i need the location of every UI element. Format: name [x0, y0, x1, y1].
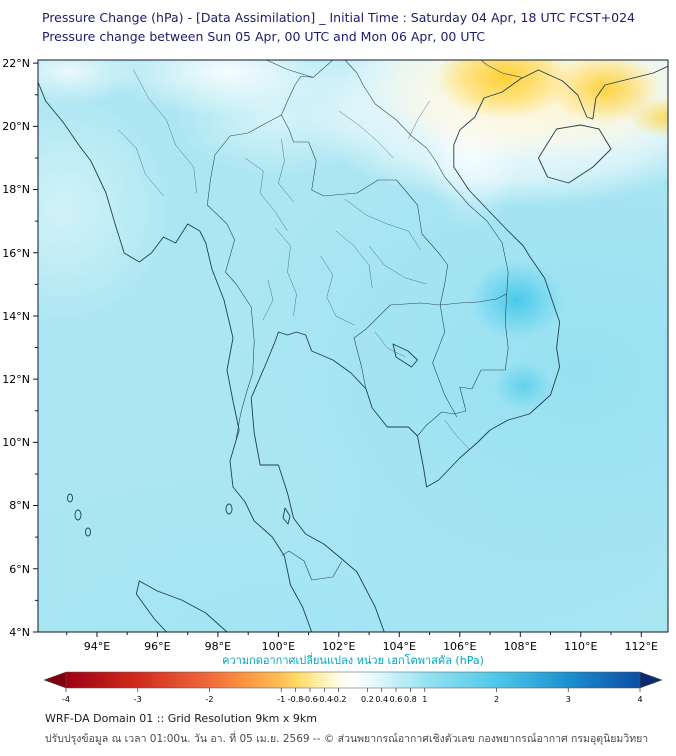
province-borders [117, 69, 470, 450]
colorbar-ticks [65, 688, 641, 692]
y-axis-ticks [33, 62, 38, 633]
map-frame [37, 59, 669, 633]
y-label: 16°N [2, 247, 30, 260]
islands [67, 493, 233, 537]
cb-label: -4 [62, 695, 70, 704]
cb-label: 2 [494, 695, 499, 704]
x-label: 110°E [564, 640, 597, 653]
tonle-sap-lake [392, 343, 418, 368]
pressure-change-color-field [38, 60, 668, 632]
y-label: 18°N [2, 183, 30, 196]
coastlines [38, 65, 668, 632]
x-label: 102°E [322, 640, 355, 653]
footer-update-info: ปรับปรุงข้อมูล ณ เวลา 01:00น. วัน อา. ที… [45, 733, 649, 745]
y-label: 10°N [2, 436, 30, 449]
y-label: 12°N [2, 373, 30, 386]
lakes [282, 343, 418, 525]
colorbar-tick-labels: -4 -3 -2 -1 -0.8 -0.6 -0.4 -0.2 0.2 0.4 … [62, 695, 643, 704]
cb-label: -2 [206, 695, 214, 704]
phuket-island [225, 503, 233, 515]
cb-label: 0.6 [390, 695, 403, 704]
country-borders [207, 60, 522, 581]
cb-label: -0.8 [288, 695, 304, 704]
cb-label: 4 [637, 695, 642, 704]
songkhla-lake [282, 507, 291, 525]
cb-label: -1 [277, 695, 285, 704]
cb-label: -0.6 [302, 695, 318, 704]
y-label: 22°N [2, 57, 30, 70]
colorbar-right-arrow [639, 671, 663, 689]
x-label: 98°E [205, 640, 231, 653]
mekong-river [432, 304, 458, 418]
page-title: Pressure Change (hPa) - [Data Assimilati… [42, 8, 635, 47]
cb-label: 0.8 [404, 695, 417, 704]
cb-label: 0.2 [361, 695, 374, 704]
y-axis-labels: 22°N 20°N 18°N 16°N 14°N 12°N 10°N 8°N 6… [2, 57, 30, 639]
cb-label: -0.2 [331, 695, 347, 704]
x-label: 106°E [443, 640, 476, 653]
y-label: 8°N [9, 499, 30, 512]
cb-label: -0.4 [316, 695, 332, 704]
cb-label: 1 [422, 695, 427, 704]
y-label: 4°N [9, 626, 30, 639]
colorbar-title: ความกดอากาศเปลี่ยนแปลง หน่วย เฮกโตพาสคัล… [222, 652, 484, 667]
sumatra-coast [135, 580, 228, 632]
x-label: 100°E [262, 640, 295, 653]
x-axis-labels: 94°E 96°E 98°E 100°E 102°E 104°E 106°E 1… [84, 640, 658, 653]
y-label: 6°N [9, 563, 30, 576]
title-line-1: Pressure Change (hPa) - [Data Assimilati… [42, 10, 636, 25]
x-axis-ticks [66, 632, 642, 637]
cb-label: -3 [134, 695, 142, 704]
x-label: 112°E [625, 640, 658, 653]
x-label: 108°E [504, 640, 537, 653]
y-label: 14°N [2, 310, 30, 323]
cb-label: 0.4 [375, 695, 388, 704]
colorbar-left-arrow [43, 671, 67, 689]
footer-domain-info: WRF-DA Domain 01 :: Grid Resolution 9km … [45, 712, 317, 725]
x-label: 96°E [144, 640, 170, 653]
hainan-island [538, 124, 612, 184]
map-figure: 22°N 20°N 18°N 16°N 14°N 12°N 10°N 8°N 6… [2, 57, 669, 653]
colorbar: ความกดอากาศเปลี่ยนแปลง หน่วย เฮกโตพาสคัล… [43, 652, 663, 704]
cb-label: 3 [566, 695, 571, 704]
x-label: 94°E [84, 640, 110, 653]
colorbar-gradient-bar [65, 671, 641, 689]
title-line-2: Pressure change between Sun 05 Apr, 00 U… [42, 29, 486, 45]
x-label: 104°E [383, 640, 416, 653]
y-label: 20°N [2, 120, 30, 133]
